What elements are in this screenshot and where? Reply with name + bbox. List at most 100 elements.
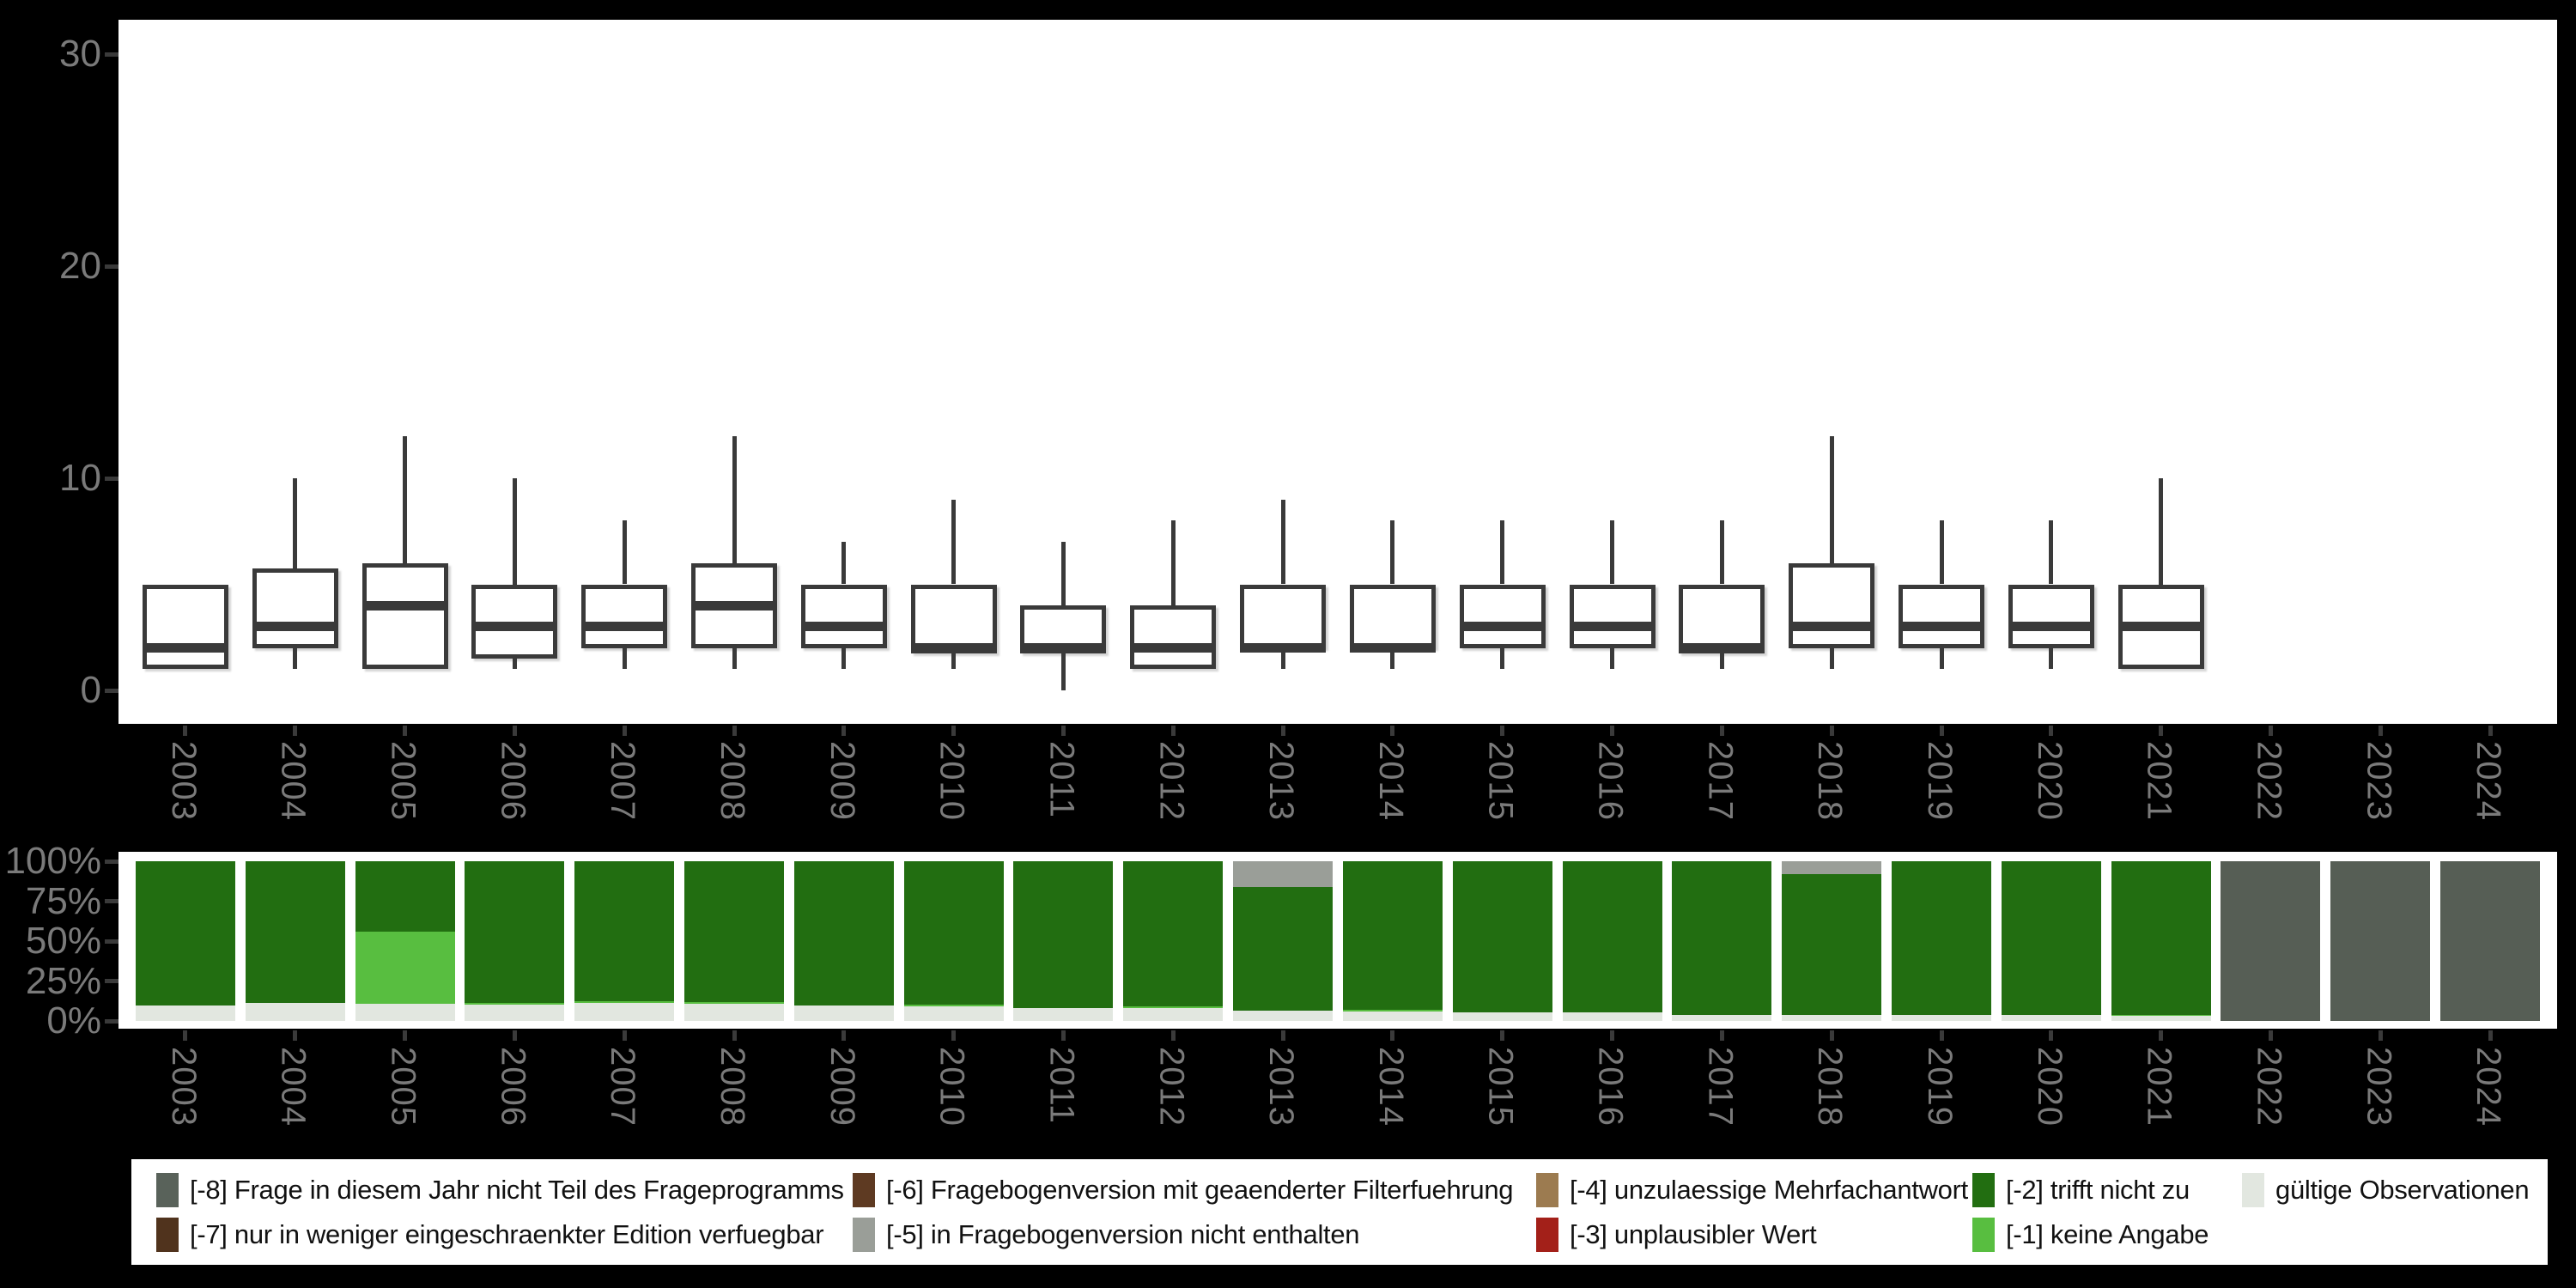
legend: [-8] Frage in diesem Jahr nicht Teil des… <box>131 1159 2548 1265</box>
x-tick-mark <box>512 726 517 736</box>
bar-segment-m2-2010 <box>903 861 1004 1005</box>
x-tick-mark <box>1719 1030 1724 1041</box>
y-tick-label: 25% <box>25 959 101 1002</box>
boxplot-upper-whisker-2013 <box>1280 499 1285 585</box>
bar-segment-valid-2013 <box>1233 1010 1334 1021</box>
x-tick-mark <box>2378 726 2383 736</box>
x-tick-mark <box>1060 1030 1066 1041</box>
x-tick-mark <box>1829 726 1834 736</box>
legend-chip-m5 <box>853 1218 875 1252</box>
legend-label: [-3] unplausibler Wert <box>1570 1219 1817 1249</box>
x-tick-mark <box>732 726 737 736</box>
bar-segment-valid-2016 <box>1562 1012 1662 1021</box>
bar-segment-m1-2007 <box>574 1000 675 1003</box>
boxplot-median-2020 <box>2008 622 2094 632</box>
bar-segment-m1-2005 <box>355 931 455 1005</box>
x-tick-label: 2003 <box>164 741 203 821</box>
bar-segment-m2-2020 <box>2001 861 2101 1016</box>
bar-segment-m1-2014 <box>1342 1009 1443 1012</box>
boxplot-median-2021 <box>2117 622 2204 632</box>
x-tick-mark <box>2159 1030 2164 1041</box>
boxplot-box-2009 <box>800 584 887 648</box>
legend-chip-m1 <box>1972 1218 1995 1252</box>
boxplot-upper-whisker-2018 <box>1829 435 1834 563</box>
boxplot-lower-whisker-2010 <box>951 653 957 670</box>
boxplot-median-2012 <box>1130 643 1217 653</box>
boxplot-median-2007 <box>581 622 668 632</box>
bar-segment-m2-2008 <box>684 861 784 1002</box>
y-tick-mark <box>105 899 118 903</box>
boxplot-median-2015 <box>1459 622 1546 632</box>
x-tick-label: 2007 <box>604 1047 642 1127</box>
boxplot-upper-whisker-2017 <box>1719 520 1724 585</box>
legend-label: [-7] nur in weniger eingeschraenkter Edi… <box>190 1219 824 1249</box>
x-tick-mark <box>1610 726 1615 736</box>
boxplot-box-2003 <box>142 584 228 670</box>
x-tick-mark <box>732 1030 737 1041</box>
bar-segment-valid-2018 <box>1782 1014 1882 1021</box>
x-tick-mark <box>1280 726 1285 736</box>
x-tick-mark <box>1390 726 1395 736</box>
bar-segment-m2-2011 <box>1013 861 1114 1009</box>
legend-label: gültige Observationen <box>2275 1175 2530 1205</box>
y-tick-mark <box>105 939 118 944</box>
legend-label: [-5] in Fragebogenversion nicht enthalte… <box>886 1219 1360 1249</box>
y-tick-mark <box>105 52 118 57</box>
bar-segment-m2-2015 <box>1452 861 1552 1012</box>
y-tick-label: 100% <box>4 840 101 882</box>
boxplot-upper-whisker-2008 <box>732 435 737 563</box>
boxplot-box-2019 <box>1899 584 1984 648</box>
x-tick-label: 2017 <box>1701 741 1740 821</box>
y-tick-label: 0 <box>80 669 101 711</box>
y-tick-label: 10 <box>59 457 101 499</box>
boxplot-lower-whisker-2020 <box>2049 647 2054 670</box>
bar-segment-m2-2014 <box>1342 861 1443 1010</box>
x-tick-label: 2013 <box>1262 741 1301 821</box>
bar-segment-valid-2008 <box>684 1003 784 1021</box>
boxplot-lower-whisker-2018 <box>1829 647 1834 670</box>
bar-segment-m2-2012 <box>1123 861 1224 1007</box>
legend-chip-m4 <box>1536 1173 1558 1207</box>
legend-chip-m8 <box>156 1173 179 1207</box>
bar-segment-valid-2011 <box>1013 1008 1114 1021</box>
x-tick-label: 2016 <box>1591 1047 1630 1127</box>
bar-segment-valid-2021 <box>2111 1016 2211 1021</box>
boxplot-median-2005 <box>361 600 448 611</box>
y-tick-mark <box>105 1018 118 1024</box>
boxplot-median-2019 <box>1899 622 1984 632</box>
legend-chip-valid <box>2242 1173 2264 1207</box>
x-tick-label: 2008 <box>714 1047 751 1127</box>
y-tick-mark <box>105 859 118 864</box>
bar-segment-valid-2017 <box>1672 1014 1772 1021</box>
bar-segment-m2-2018 <box>1782 873 1882 1015</box>
boxplot-box-2017 <box>1679 584 1765 653</box>
bar-segment-m1-2021 <box>2111 1014 2211 1017</box>
bar-segment-m2-2013 <box>1233 886 1334 1011</box>
bar-segment-m8-2023 <box>2330 861 2431 1021</box>
x-tick-mark <box>2159 726 2164 736</box>
boxplot-lower-whisker-2006 <box>512 658 517 670</box>
boxplot-upper-whisker-2021 <box>2159 478 2164 585</box>
x-tick-mark <box>622 1030 627 1041</box>
boxplot-upper-whisker-2012 <box>1170 520 1176 606</box>
x-tick-mark <box>841 1030 847 1041</box>
bar-segment-valid-2005 <box>355 1004 455 1021</box>
x-tick-mark <box>1500 1030 1505 1041</box>
boxplot-lower-whisker-2004 <box>293 647 298 670</box>
bar-segment-m2-2004 <box>245 861 345 1003</box>
bar-segment-valid-2012 <box>1123 1008 1224 1021</box>
y-tick-mark <box>105 264 118 269</box>
boxplot-box-2020 <box>2008 584 2094 648</box>
x-tick-mark <box>841 726 847 736</box>
y-tick-label: 50% <box>25 920 101 962</box>
boxplot-upper-whisker-2016 <box>1610 520 1615 585</box>
x-tick-label: 2015 <box>1481 741 1520 821</box>
boxplot-upper-whisker-2005 <box>403 435 408 563</box>
legend-item-m8: [-8] Frage in diesem Jahr nicht Teil des… <box>156 1170 844 1211</box>
x-tick-label: 2010 <box>933 1047 971 1127</box>
x-tick-mark <box>1610 1030 1615 1041</box>
x-tick-mark <box>1170 726 1176 736</box>
bar-segment-m5-2013 <box>1233 861 1334 887</box>
x-tick-mark <box>183 1030 188 1041</box>
